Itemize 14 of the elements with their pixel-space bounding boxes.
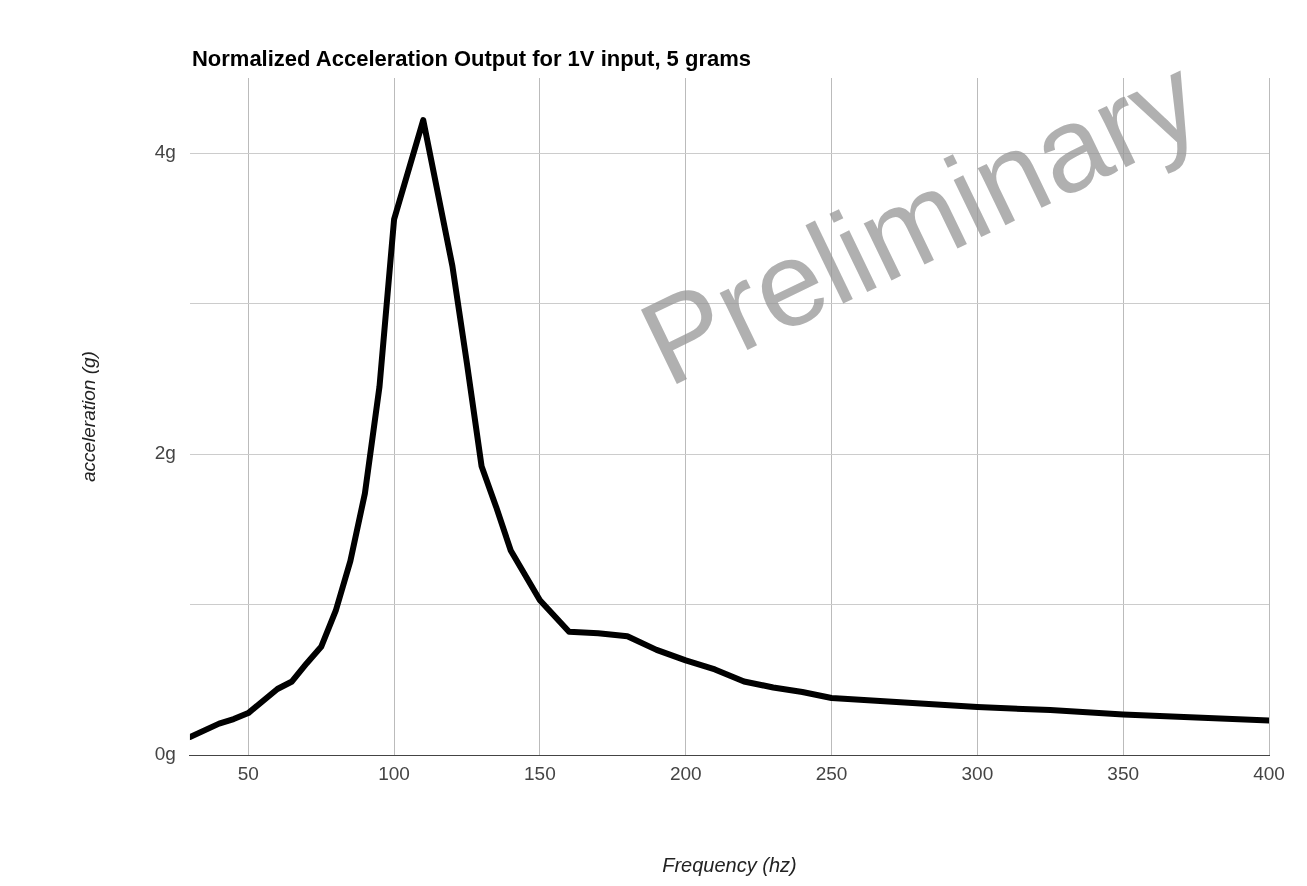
x-tick-label: 50	[237, 762, 259, 784]
x-tick-label: 250	[815, 762, 848, 784]
x-tick-label: 200	[669, 762, 702, 784]
y-tick-label: 2g	[154, 442, 176, 464]
x-tick-label: 300	[961, 762, 994, 784]
x-axis-title: Frequency (hz)	[662, 853, 797, 876]
y-tick-label: 4g	[154, 141, 176, 163]
x-tick-label: 400	[1253, 762, 1285, 784]
x-tick-label: 150	[524, 762, 556, 784]
x-tick-label: 100	[378, 762, 410, 784]
chart-title: Normalized Acceleration Output for 1V input, 5 grams	[191, 46, 751, 71]
y-tick-label: 0g	[154, 743, 176, 765]
x-tick-label: 350	[1107, 762, 1140, 784]
y-axis-title: acceleration (g)	[77, 351, 99, 483]
